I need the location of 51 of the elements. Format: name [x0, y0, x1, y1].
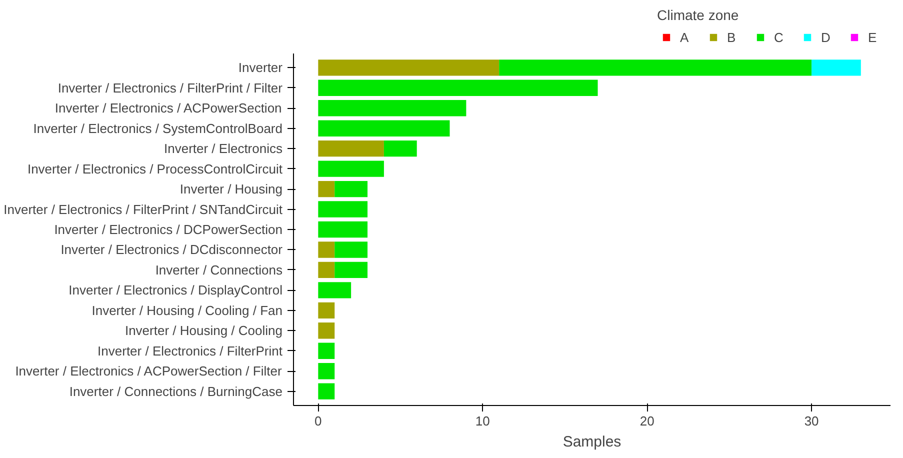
y-tick-label: Inverter / Electronics / SystemControlBoard: [33, 120, 283, 136]
y-tick-label: Inverter / Electronics / DCdisconnector: [60, 242, 284, 258]
y-tick-label: Inverter / Electronics / ProcessControlCircuit: [27, 161, 283, 176]
legend-label: E: [868, 30, 878, 44]
bar: [318, 160, 384, 177]
y-tick-label: Inverter: [238, 60, 284, 76]
y-tick-label: Inverter / Connections: [155, 262, 283, 278]
bar: [318, 100, 466, 116]
y-tick-label: Inverter / Electronics / DCPowerSection: [54, 222, 283, 237]
bar: [318, 383, 335, 400]
y-tick-label: Inverter / Electronics / ACPowerSection: [54, 100, 282, 116]
bar: [318, 242, 335, 258]
y-tick-label: Inverter / Electronics / DisplayControl: [68, 282, 283, 298]
bar: [318, 80, 598, 96]
bar: [334, 180, 368, 198]
y-tick-label: Inverter / Housing / Cooling: [124, 323, 283, 338]
bar: [334, 262, 368, 278]
bar: [318, 322, 335, 339]
legend-label: A: [680, 30, 690, 44]
y-tick-label: Inverter / Electronics / FilterPrint: [98, 343, 283, 358]
bar: [318, 262, 335, 278]
x-tick-label: 10: [475, 414, 490, 428]
bar: [318, 201, 368, 218]
legend-label: C: [774, 30, 784, 44]
x-axis-title: Samples: [562, 434, 622, 450]
bar: [499, 60, 812, 76]
bar: [318, 60, 500, 76]
x-tick-label: 20: [640, 414, 654, 428]
x-tick-label: 30: [804, 414, 819, 428]
bar: [318, 140, 384, 157]
bar: [812, 60, 861, 76]
bar: [318, 180, 335, 198]
y-tick-label: Inverter / Housing: [180, 182, 283, 197]
bar: [318, 342, 335, 359]
bar: [318, 282, 352, 298]
y-tick-label: Inverter / Electronics / FilterPrint / Filter: [58, 80, 284, 96]
bar: [318, 221, 368, 238]
bar: [334, 242, 368, 258]
bar: [384, 140, 417, 157]
y-tick-label: Inverter / Connections / BurningCase: [69, 384, 283, 399]
y-tick-label: Inverter / Housing / Cooling / Fan: [92, 302, 283, 318]
bar: [318, 363, 335, 380]
legend-title: Climate zone: [657, 7, 740, 23]
bar: [318, 120, 450, 136]
legend-label: D: [821, 30, 832, 44]
y-tick-label: Inverter / Electronics: [164, 141, 283, 156]
x-tick-label: 0: [314, 414, 322, 428]
legend-label: B: [727, 30, 737, 44]
y-tick-label: Inverter / Electronics / ACPowerSection / Filter: [15, 364, 282, 379]
bar: [318, 302, 335, 319]
y-tick-label: Inverter / Electronics / FilterPrint / SNTandCircuit: [4, 202, 283, 217]
